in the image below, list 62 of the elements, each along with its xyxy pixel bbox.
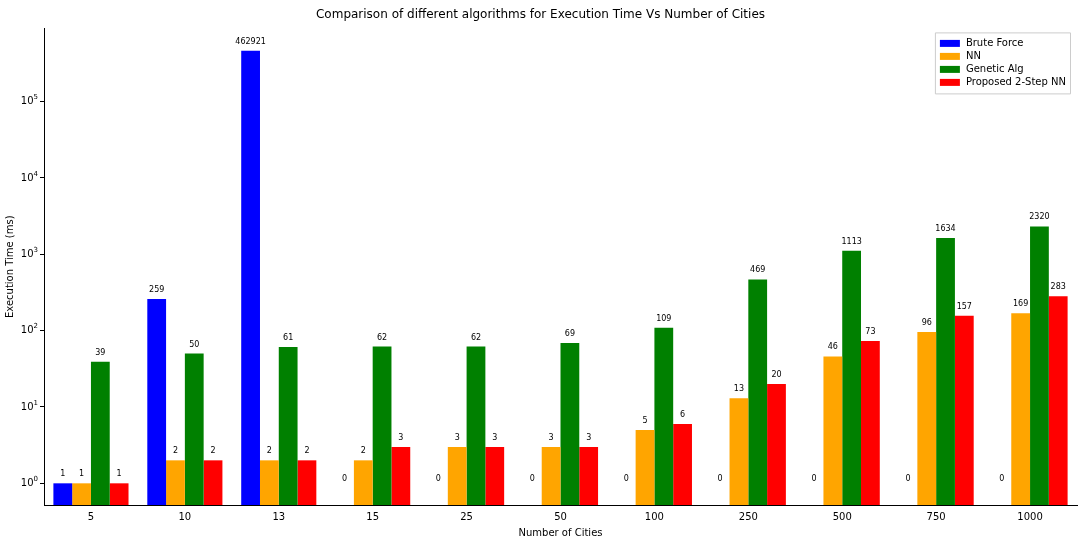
data-label: 3	[548, 432, 554, 442]
x-tick-label: 750	[926, 510, 946, 522]
x-tick-label: 50	[554, 510, 567, 522]
data-label: 69	[564, 329, 575, 339]
x-tick-label: 500	[832, 510, 852, 522]
data-label: 3	[398, 432, 404, 442]
data-label: 73	[865, 327, 876, 337]
legend-label: Genetic Alg	[965, 63, 1024, 75]
data-label: 469	[750, 265, 766, 275]
text: 0	[435, 474, 441, 484]
y-axis-title: Execution Time (ms)	[3, 215, 15, 319]
data-label: 5	[642, 416, 648, 426]
data-label: 61	[283, 333, 294, 343]
data-label: 283	[1050, 282, 1066, 292]
data-label: 62	[470, 332, 482, 342]
x-tick-label: 1000	[1017, 510, 1043, 522]
data-label: 2	[210, 446, 216, 456]
data-label: 169	[1013, 299, 1029, 309]
x-tick-label: 5	[87, 510, 95, 522]
x-tick-label: 13	[272, 510, 286, 522]
data-label: 1	[60, 469, 66, 479]
data-label: 6	[680, 409, 686, 419]
chart-title: Comparison of different algorithms for Execution Time Vs Number of Cities	[315, 7, 766, 22]
x-axis-title: Number of Cities	[518, 526, 603, 538]
x-tick-label: 10	[178, 510, 192, 522]
data-label: 1634	[935, 224, 956, 234]
data-label: 1	[79, 469, 85, 479]
legend-label: Proposed 2-Step NN	[965, 76, 1067, 88]
x-tick-label: 15	[366, 510, 380, 522]
data-label: 2	[304, 446, 310, 456]
text: 0	[529, 474, 535, 484]
data-label: 2	[172, 446, 179, 456]
data-label: 2	[266, 446, 272, 456]
data-label: 20	[771, 370, 782, 380]
data-label: 50	[189, 339, 200, 349]
legend-label: Brute Force	[965, 37, 1024, 49]
data-label: 96	[921, 318, 932, 328]
data-label: 1	[116, 469, 122, 479]
data-label: 3	[492, 432, 498, 442]
data-label: 39	[95, 347, 106, 357]
text: 0	[999, 474, 1005, 484]
data-label: 259	[149, 285, 165, 295]
text: 0	[341, 474, 348, 484]
x-tick-label: 100	[644, 510, 664, 522]
data-label: 1113	[841, 236, 862, 246]
text: 0	[623, 474, 629, 484]
text: 0	[811, 474, 817, 484]
data-label: 46	[827, 342, 838, 352]
data-label: 462921	[235, 36, 266, 46]
x-tick-label: 25	[460, 510, 473, 522]
data-label: 157	[956, 301, 972, 311]
data-label: 2320	[1029, 212, 1050, 222]
x-tick-label: 250	[738, 510, 758, 522]
text: 0	[717, 474, 723, 484]
text: 0	[905, 474, 911, 484]
data-label: 3	[586, 432, 592, 442]
data-label: 13	[733, 384, 745, 394]
legend-label: NN	[965, 50, 981, 62]
data-label: 3	[454, 432, 460, 442]
data-label: 62	[376, 332, 388, 342]
data-label: 109	[656, 313, 672, 323]
data-label: 2	[360, 446, 366, 456]
